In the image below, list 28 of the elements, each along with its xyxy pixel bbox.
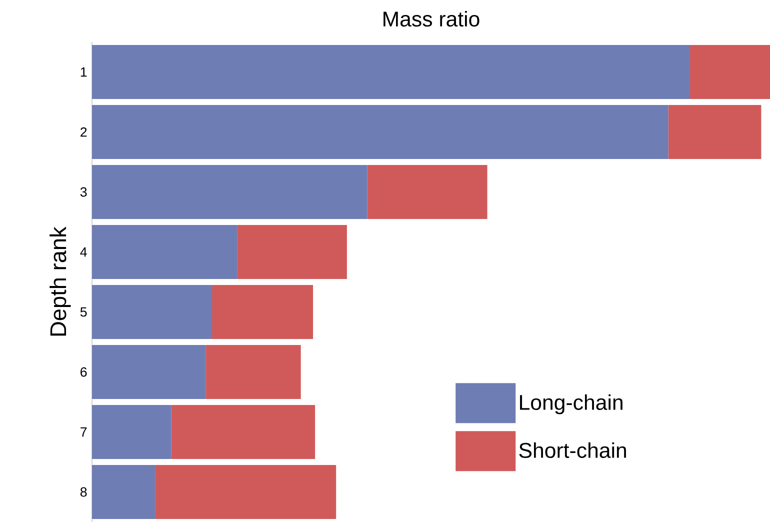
bar	[92, 465, 156, 520]
y-tick-label: 5	[80, 307, 87, 317]
bar	[212, 285, 314, 340]
bar	[171, 405, 316, 460]
bar	[155, 465, 336, 520]
chart-title: Mass ratio	[384, 10, 480, 27]
legend-label: Long-chain	[520, 394, 622, 414]
bar	[92, 165, 368, 220]
legend-label: Short-chain	[519, 442, 626, 458]
y-tick-label: 3	[80, 187, 87, 197]
bar	[668, 105, 762, 160]
y-tick-label: 8	[80, 487, 87, 497]
bar	[92, 345, 206, 400]
y-tick-label: 1	[80, 67, 87, 77]
y-tick-label: 4	[80, 247, 87, 257]
bar	[92, 105, 668, 160]
bar	[92, 225, 238, 280]
bar	[367, 165, 488, 220]
y-tick-label: 2	[80, 127, 87, 137]
bar	[206, 345, 301, 400]
bar	[690, 45, 770, 100]
y-axis-title: Depth rank	[50, 226, 71, 336]
bar	[92, 45, 690, 100]
bar	[92, 405, 172, 460]
bar	[92, 285, 212, 340]
y-tick-label: 6	[80, 367, 87, 377]
y-tick-label: 7	[80, 427, 87, 437]
bar	[237, 225, 347, 280]
